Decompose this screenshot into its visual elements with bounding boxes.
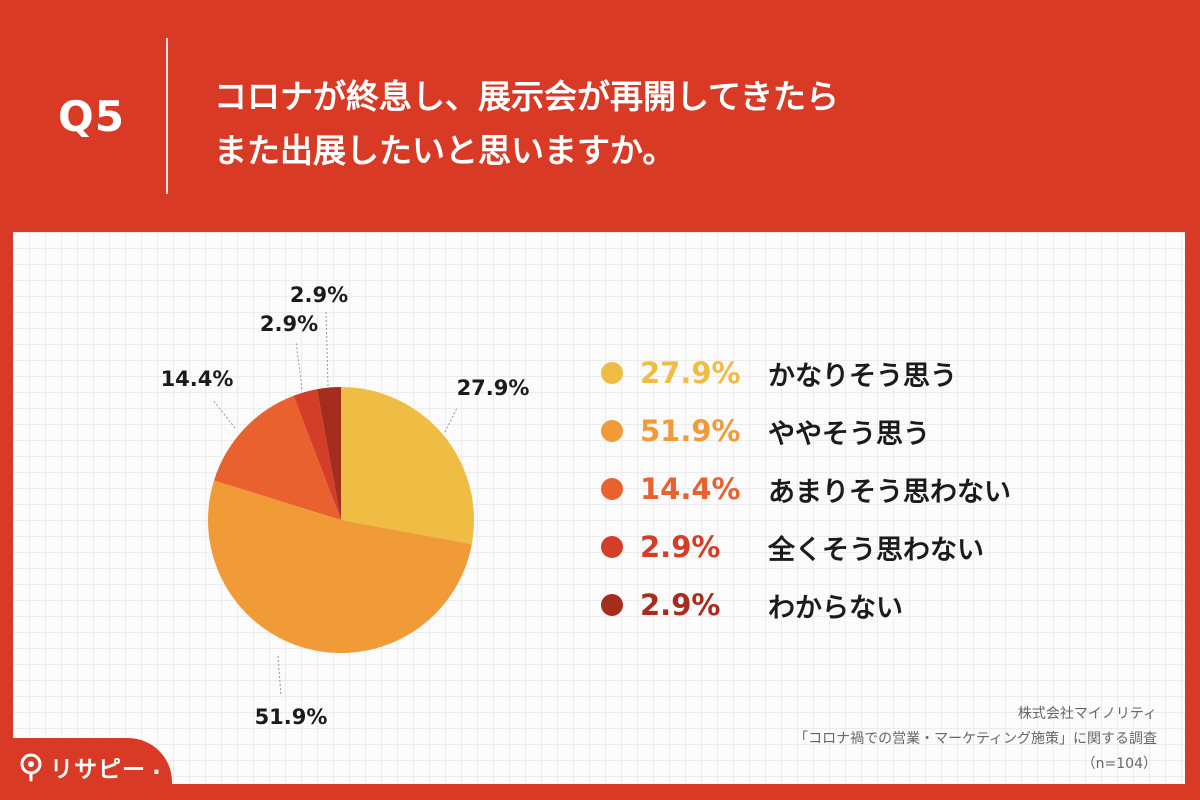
legend-percent: 2.9% — [640, 530, 721, 564]
legend-dot — [601, 362, 623, 384]
source-sample-size: （n=104） — [1081, 756, 1157, 772]
legend-percent: 2.9% — [640, 588, 721, 622]
legend-label: ややそう思う — [768, 418, 930, 450]
legend-dot — [601, 420, 623, 442]
pin-icon — [20, 753, 42, 782]
legend-percent: 27.9% — [640, 356, 741, 390]
legend-label: かなりそう思う — [768, 360, 957, 392]
legend-percent: 51.9% — [640, 414, 741, 448]
legend-item: 14.4% あまりそう思わない — [601, 460, 1081, 518]
header-divider — [166, 38, 168, 194]
source-survey: 「コロナ禍での営業・マーケティング施策」に関する調査 — [794, 731, 1157, 747]
header: Q5 コロナが終息し、展示会が再開してきたら また出展したいと思いますか。 — [0, 0, 1200, 232]
legend-percent: 14.4% — [640, 472, 741, 506]
chart-panel: 27.9% 51.9% 14.4% 2.9% 2.9% 27.9% かなりそう思う 51… — [13, 232, 1185, 784]
legend-label: 全くそう思わない — [768, 534, 984, 566]
label-leader-line — [295, 341, 303, 390]
source-note: 株式会社マイノリティ 「コロナ禍での営業・マーケティング施策」に関する調査 （n… — [794, 702, 1157, 777]
legend: 27.9% かなりそう思う 51.9% ややそう思う 14.4% あまりそう思わ… — [601, 344, 1081, 634]
label-leader-line — [277, 655, 282, 697]
label-leader-line — [212, 399, 236, 429]
legend-dot — [601, 594, 623, 616]
pie-slice — [293, 389, 341, 520]
data-label: 2.9% — [260, 312, 318, 336]
legend-item: 2.9% わからない — [601, 576, 1081, 634]
source-company: 株式会社マイノリティ — [1017, 706, 1157, 722]
data-label: 27.9% — [457, 376, 530, 400]
pie-slice — [341, 387, 474, 545]
legend-label: わからない — [768, 592, 903, 624]
question-number: Q5 — [58, 92, 125, 141]
pie-slice — [208, 480, 472, 653]
label-leader-line — [325, 311, 329, 387]
data-label: 2.9% — [290, 283, 348, 307]
legend-item: 2.9% 全くそう思わない — [601, 518, 1081, 576]
pie-chart: 27.9% 51.9% 14.4% 2.9% 2.9% — [161, 283, 530, 729]
label-leader-line — [444, 407, 458, 433]
legend-dot — [601, 536, 623, 558]
logo-mark: . — [152, 754, 162, 780]
logo-tab — [0, 738, 172, 800]
legend-dot — [601, 478, 623, 500]
question-title-line2: また出展したいと思いますか。 — [214, 131, 676, 170]
question-title: コロナが終息し、展示会が再開してきたら また出展したいと思いますか。 — [214, 70, 1114, 178]
legend-label: あまりそう思わない — [768, 476, 1011, 508]
data-label: 51.9% — [255, 705, 328, 729]
question-title-line1: コロナが終息し、展示会が再開してきたら — [214, 77, 840, 116]
pie-slice — [214, 395, 341, 520]
logo-text: リサピー — [50, 757, 146, 783]
pie-slice — [316, 387, 341, 520]
legend-item: 51.9% ややそう思う — [601, 402, 1081, 460]
logo: リサピー . — [18, 752, 162, 783]
legend-item: 27.9% かなりそう思う — [601, 344, 1081, 402]
data-label: 14.4% — [161, 367, 234, 391]
